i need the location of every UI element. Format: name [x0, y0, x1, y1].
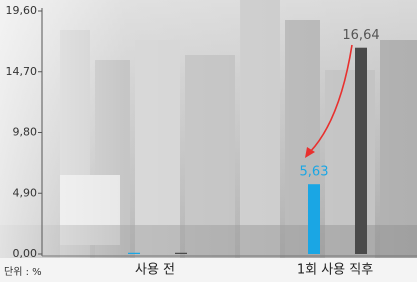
bar — [355, 48, 367, 254]
y-tick-label: 0,00 — [13, 247, 38, 260]
y-tick-label: 4,90 — [13, 186, 38, 199]
x-tick-label: 1회 사용 직후 — [297, 263, 373, 278]
y-tick-label: 9,80 — [13, 126, 38, 139]
unit-label: 단위 : % — [4, 265, 42, 278]
bar — [308, 184, 320, 254]
bar — [175, 253, 187, 254]
value-label: 5,63 — [300, 165, 329, 180]
y-tick-label: 14,70 — [6, 65, 38, 78]
bar — [128, 253, 140, 254]
x-tick-label: 사용 전 — [135, 263, 175, 278]
value-label: 16,64 — [342, 28, 379, 43]
chart: 단위 : % 0,00 4,90 9,80 14,70 19,60 사용 전 1회 사용 직… — [0, 0, 417, 282]
y-tick-label: 19,60 — [6, 4, 38, 17]
